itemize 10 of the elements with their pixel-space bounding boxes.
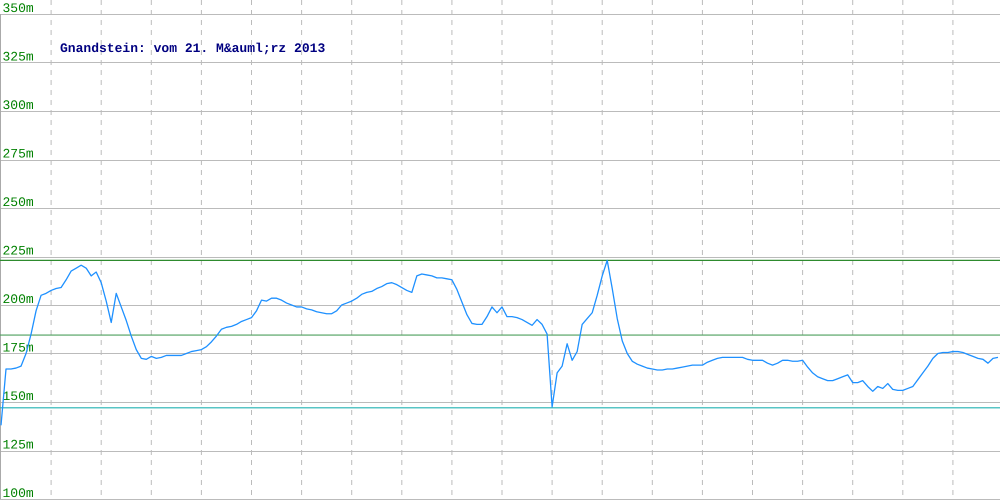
y-tick-label: 350m xyxy=(2,1,34,16)
y-tick-label: 200m xyxy=(2,292,34,308)
y-tick-label: 325m xyxy=(2,50,34,65)
text: Gnandstein: vom 21. M&auml;rz 2013 xyxy=(60,41,326,56)
y-tick-label: 125m xyxy=(2,438,34,453)
y-tick-label: 275m xyxy=(2,146,34,162)
y-tick-label: 300m xyxy=(2,98,34,114)
y-tick-label: 250m xyxy=(2,195,34,210)
y-tick-label: 100m xyxy=(2,486,34,500)
y-tick-label: 225m xyxy=(2,244,34,259)
